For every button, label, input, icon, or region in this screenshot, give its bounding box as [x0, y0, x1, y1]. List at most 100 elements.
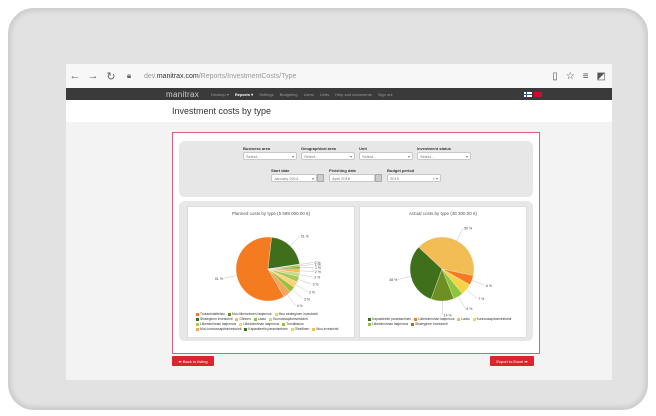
extension-icon[interactable]: ◩ [596, 70, 606, 82]
pie-label: 61 % [215, 277, 223, 281]
export-to-excel-button[interactable]: Export to Excel ➡ [490, 356, 534, 366]
budget-period-select[interactable]: 2015 × ▾ [387, 174, 441, 182]
legend-item[interactable]: Liiketoiminnan laajennus [414, 317, 454, 321]
legend-item[interactable]: Liiketoiminnan laajennus [239, 322, 279, 326]
bookmark-star-icon[interactable]: ☆ [565, 70, 575, 82]
legend-item[interactable]: Liiketoiminnan laajennus [196, 322, 236, 326]
legend-item[interactable]: Muu investointi [312, 327, 338, 331]
legend-swatch [228, 312, 231, 316]
legend-item[interactable]: Oleinen [235, 317, 251, 321]
browser-window: ← → ↻ 🔒︎ dev.manitrax.com/Reports/Invest… [66, 64, 612, 380]
nav-item[interactable]: Units [320, 91, 330, 97]
pie-label: 6 % [466, 307, 472, 311]
calendar-icon[interactable] [317, 174, 324, 182]
pie-label: 3 % [309, 290, 315, 294]
geographical-area-select[interactable]: Select... ▾ [301, 152, 355, 160]
legend-swatch [253, 317, 257, 321]
back-icon[interactable]: ← [69, 70, 81, 82]
legend-item[interactable]: Oleellinen [290, 327, 309, 331]
arrow-left-icon: ⬅ [178, 358, 183, 364]
chart-title: Planned costs by type (5 599 000.00 €) [231, 211, 311, 216]
legend-swatch [196, 322, 199, 326]
legend-item[interactable]: Muu strateginen investointi [274, 312, 318, 316]
nav-item[interactable]: Settings [259, 91, 274, 97]
planned-pie-svg: 61 %21 %0 %1 %1 %2 %2 %3 %3 %3 %4 % [215, 234, 321, 308]
lock-icon: 🔒︎ [126, 71, 132, 80]
legend-swatch [244, 327, 248, 331]
pie-label-line [397, 276, 411, 280]
pie-label-line [299, 264, 314, 266]
pie-label-line [466, 289, 478, 299]
nav-item[interactable]: Budgeting [279, 91, 298, 97]
business-area-select[interactable]: Select... ▾ [243, 152, 297, 160]
legend-item[interactable]: Liiketoiminnan laajennus [368, 322, 408, 326]
pie-slice[interactable] [235, 236, 285, 302]
legend-item[interactable]: Kunnossapitoinvestointi [269, 317, 308, 321]
pie-label: 38 % [389, 278, 397, 282]
legend-item[interactable]: Strateginen investointi [196, 317, 232, 321]
pie-label-line [290, 235, 300, 247]
filters-panel: Business area Select... ▾ Geographical ar… [179, 141, 533, 197]
pie-label-line [292, 289, 304, 299]
unit-select[interactable]: Select... ▾ [359, 152, 413, 160]
actual-pie-svg: 38 % 50 % 6 % 7 % 6 % 14 % [389, 227, 492, 317]
back-to-listing-button[interactable]: ⬅ Back to listing [172, 356, 214, 366]
legend-swatch [196, 312, 199, 316]
chevron-down-icon: ▾ [291, 153, 294, 159]
finnish-flag-icon[interactable] [524, 91, 532, 97]
nav-item[interactable]: Help and documents [335, 91, 372, 97]
pie-label-line [458, 296, 466, 309]
nav-item[interactable]: Users [303, 91, 315, 97]
legend-item[interactable]: Tuotantolaitteisto [196, 312, 225, 316]
brand-logo[interactable]: manitrax [166, 89, 200, 99]
english-flag-icon[interactable] [534, 91, 542, 97]
reload-icon[interactable]: ↻ [106, 70, 116, 83]
legend-swatch [269, 317, 273, 321]
legend-item[interactable]: Kapasiteetin parantaminen [368, 317, 411, 321]
legend-item[interactable]: Laatu [253, 317, 266, 321]
chevron-down-icon: ▾ [465, 153, 468, 159]
arrow-right-icon: ➡ [523, 358, 528, 364]
legend-swatch [290, 327, 294, 331]
nav-item[interactable]: Sign out [377, 91, 393, 97]
pie-label-line [456, 228, 464, 241]
chevron-down-icon: ▾ [311, 175, 314, 181]
pie-label: 50 % [464, 227, 472, 231]
actual-legend: Kapasiteetin parantaminen Liiketoiminnan … [368, 317, 518, 327]
pie-label: 1 % [315, 266, 321, 270]
reader-icon[interactable]: ▯ [552, 70, 558, 82]
pie-label-line [299, 262, 314, 265]
nav-item[interactable]: Reports ▾ [234, 91, 254, 97]
legend-item[interactable]: Strateginen investointi [411, 322, 448, 326]
pie-label-line [298, 279, 312, 285]
pie-slice[interactable] [430, 268, 455, 302]
address-bar[interactable]: dev.manitrax.com/Reports/InvestmentCosts… [144, 72, 297, 80]
report-panel: Business area Select... ▾ Geographical ar… [172, 132, 540, 354]
unit-filter: Unit Select... ▾ [359, 146, 413, 160]
legend-swatch [472, 317, 476, 321]
page-title: Investment costs by type [172, 106, 272, 116]
budget-period-filter: Budget period 2015 × ▾ [387, 168, 441, 182]
legend-item[interactable]: Turvallisuus [282, 322, 304, 326]
pie-label: 4 % [297, 304, 303, 308]
pie-slice[interactable] [267, 237, 300, 270]
nav-menu: Desktop ▾ Reports ▾ Settings Budgeting Users… [211, 92, 392, 97]
nav-item[interactable]: Desktop ▾ [211, 91, 229, 97]
pie-label-line [295, 284, 308, 293]
pie-label: 21 % [301, 234, 309, 238]
calendar-icon[interactable] [375, 174, 382, 182]
finishing-date-select[interactable]: April 2018 [329, 174, 375, 182]
legend-item[interactable]: Kapasiteetin parantaminen [244, 327, 288, 331]
legend-item[interactable]: Muu kunnossapitoinvestointi [196, 327, 241, 331]
pie-label-line [299, 267, 314, 268]
legend-swatch [196, 317, 199, 321]
investment-status-select[interactable]: Select... ▾ [417, 152, 471, 160]
legend-item[interactable]: Kunnossapitoinvestointi [472, 317, 511, 321]
pie-label: 3 % [304, 297, 310, 301]
forward-icon[interactable]: → [87, 70, 99, 82]
start-date-select[interactable]: January 2014 ▾ [271, 174, 317, 182]
legend-swatch [196, 327, 199, 331]
legend-item[interactable]: Muu liikeinnimen laajennus [228, 312, 272, 316]
legend-item[interactable]: Laatu [457, 317, 470, 321]
menu-icon[interactable]: ≡ [582, 70, 589, 82]
